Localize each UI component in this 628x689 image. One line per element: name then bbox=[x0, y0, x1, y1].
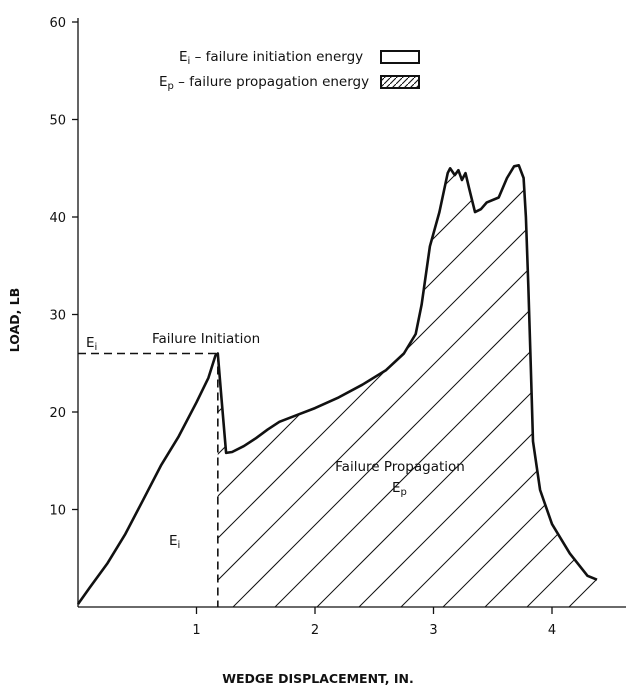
failure-propagation-label: Failure Propagation bbox=[335, 459, 465, 475]
hatch-line bbox=[217, 165, 598, 608]
hatch-line bbox=[265, 165, 598, 608]
failure-initiation-label: Failure Initiation bbox=[152, 331, 260, 347]
y-tick-label: 20 bbox=[49, 406, 66, 421]
legend-swatch-blank bbox=[380, 50, 420, 64]
ei-area-label: Ei bbox=[169, 533, 180, 551]
hatch-line bbox=[307, 165, 598, 608]
y-tick-label: 60 bbox=[49, 16, 66, 31]
hatch-line bbox=[217, 165, 598, 608]
x-tick-label: 2 bbox=[311, 623, 319, 638]
hatch-line bbox=[349, 165, 598, 608]
hatch-line bbox=[217, 165, 598, 608]
hatch-line bbox=[475, 165, 598, 608]
hatch-line bbox=[517, 165, 598, 608]
load-curve bbox=[76, 164, 598, 605]
legend-entry-initiation: Ei – failure initiation energy bbox=[179, 49, 363, 67]
hatch-line bbox=[217, 165, 598, 608]
x-tick-label: 1 bbox=[192, 623, 200, 638]
y-tick-label: 30 bbox=[49, 309, 66, 324]
y-ticks: 10 20 30 40 50 60 bbox=[49, 16, 78, 519]
y-tick-label: 10 bbox=[49, 504, 66, 519]
legend-swatch-hatched bbox=[380, 75, 420, 89]
y-tick-label: 50 bbox=[49, 114, 66, 129]
ep-label: Ep bbox=[392, 480, 407, 498]
hatch-line bbox=[223, 165, 598, 608]
ei-axis-label: Ei bbox=[86, 335, 97, 353]
hatch-line bbox=[391, 165, 598, 608]
legend: Ei – failure initiation energy Ep – fail… bbox=[159, 49, 420, 92]
y-axis-title: LOAD, LB bbox=[7, 288, 22, 352]
hatch-line bbox=[602, 0, 628, 689]
x-tick-label: 4 bbox=[548, 623, 556, 638]
hatch-line bbox=[433, 165, 598, 608]
hatch-line bbox=[0, 0, 168, 689]
x-ticks: 1 2 3 4 bbox=[192, 607, 556, 638]
hatch-line bbox=[559, 165, 598, 608]
x-tick-label: 3 bbox=[429, 623, 437, 638]
legend-entry-propagation: Ep – failure propagation energy bbox=[159, 74, 369, 92]
y-tick-label: 40 bbox=[49, 211, 66, 226]
x-axis-title: WEDGE DISPLACEMENT, IN. bbox=[222, 671, 414, 686]
